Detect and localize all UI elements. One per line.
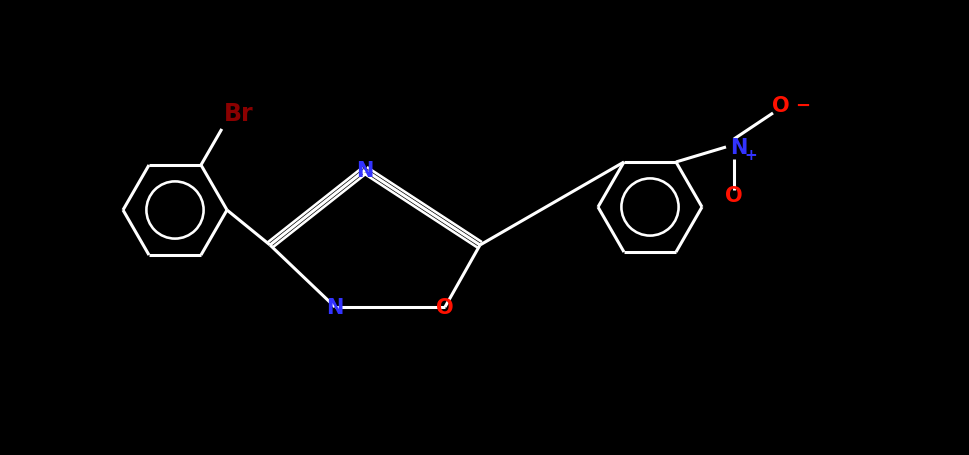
Text: N: N — [327, 298, 344, 317]
Text: −: − — [795, 97, 810, 115]
Text: N: N — [357, 161, 374, 181]
Text: +: + — [744, 148, 757, 163]
Text: O: O — [436, 298, 453, 317]
Text: Br: Br — [224, 102, 254, 126]
Text: O: O — [725, 186, 743, 206]
Text: O: O — [772, 96, 790, 116]
Text: N: N — [730, 138, 747, 157]
